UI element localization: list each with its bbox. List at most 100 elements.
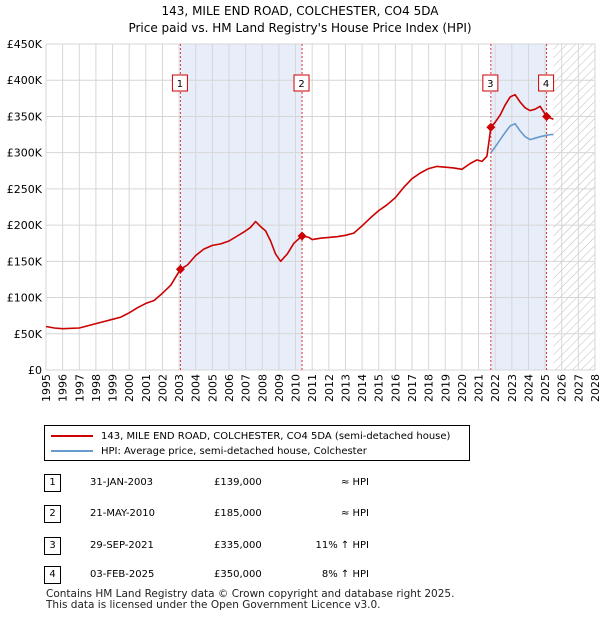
transaction-price: £335,000 [214, 540, 262, 551]
x-tick-label: 2022 [489, 374, 502, 402]
legend-property-label: 143, MILE END ROAD, COLCHESTER, CO4 5DA … [101, 430, 451, 442]
y-tick-label: £50K [14, 328, 43, 341]
x-tick-label: 2015 [373, 374, 386, 402]
legend-hpi-label: HPI: Average price, semi-detached house,… [101, 445, 367, 457]
x-tick-label: 2023 [506, 374, 519, 402]
x-tick-label: 2001 [140, 374, 153, 402]
x-tick-label: 2021 [473, 374, 486, 402]
future-hatch-area [553, 44, 595, 370]
transaction-date: 03-FEB-2025 [90, 569, 155, 580]
footer-copyright: Contains HM Land Registry data © Crown c… [46, 588, 455, 600]
sale-badge [482, 74, 499, 92]
transaction-hpi: ≈ HPI [340, 508, 369, 519]
transaction-hpi: 8% ↑ HPI [321, 569, 369, 580]
sale-marker [542, 111, 552, 121]
x-tick-label: 2007 [240, 374, 253, 402]
transaction-row: 4 03-FEB-2025 £350,000 8% ↑ HPI [44, 566, 464, 584]
x-tick-label: 1995 [40, 374, 53, 402]
chart-title: 143, MILE END ROAD, COLCHESTER, CO4 5DA … [0, 3, 600, 37]
x-tick-label: 1996 [57, 374, 70, 402]
sale-marker [297, 231, 307, 241]
legend-hpi-swatch [51, 450, 93, 452]
footer: Contains HM Land Registry data © Crown c… [46, 589, 454, 611]
x-tick-label: 2026 [556, 374, 569, 402]
sale-badge-label: 3 [487, 79, 493, 90]
sale-badge [171, 74, 188, 92]
x-tick-label: 2012 [323, 374, 336, 402]
x-tick-label: 2013 [339, 374, 352, 402]
legend-item-hpi: HPI: Average price, semi-detached house,… [51, 444, 367, 458]
sale-badge-label: 4 [543, 79, 549, 90]
transaction-row: 1 31-JAN-2003 £139,000 ≈ HPI [44, 474, 464, 492]
x-tick-label: 2025 [539, 374, 552, 402]
y-tick-label: £400K [7, 74, 43, 87]
x-tick-label: 2014 [356, 374, 369, 402]
x-tick-label: 1999 [107, 374, 120, 402]
transaction-number: 2 [44, 505, 61, 523]
x-tick-label: 2019 [439, 374, 452, 402]
transaction-row: 2 21-MAY-2010 £185,000 ≈ HPI [44, 505, 464, 523]
sale-badge-label: 2 [298, 79, 304, 90]
y-tick-label: £100K [7, 292, 43, 305]
x-tick-label: 2004 [190, 374, 203, 402]
shaded-periods [180, 44, 547, 370]
legend-item-property: 143, MILE END ROAD, COLCHESTER, CO4 5DA … [51, 429, 450, 443]
y-tick-label: £200K [7, 219, 43, 232]
y-axis-ticks: £0 £50K £100K £150K £200K £250K £300K £350K £400… [7, 38, 43, 377]
y-tick-label: £450K [7, 38, 43, 51]
legend: 143, MILE END ROAD, COLCHESTER, CO4 5DA … [44, 425, 470, 461]
x-tick-label: 2017 [406, 374, 419, 402]
x-tick-label: 2018 [423, 374, 436, 402]
legend-property-swatch [51, 435, 93, 437]
x-tick-label: 2024 [522, 374, 535, 402]
sale-marker [175, 264, 185, 274]
transaction-price: £350,000 [214, 569, 262, 580]
transaction-date: 29-SEP-2021 [90, 540, 154, 551]
x-tick-label: 2011 [306, 374, 319, 402]
x-tick-label: 1998 [90, 374, 103, 402]
y-tick-label: £300K [7, 147, 43, 160]
x-tick-label: 2003 [173, 374, 186, 402]
transaction-date: 21-MAY-2010 [90, 508, 156, 519]
title-line-2: Price paid vs. HM Land Registry's House … [128, 21, 472, 35]
x-axis-ticks: 1995 1996 1997 1998 1999 2000 2001 2002 2003 2004… [40, 374, 600, 402]
sale-badge [538, 74, 555, 92]
x-tick-label: 2005 [206, 374, 219, 402]
x-tick-label: 2008 [256, 374, 269, 402]
x-tick-label: 2020 [456, 374, 469, 402]
x-tick-label: 2002 [156, 374, 169, 402]
title-line-1: 143, MILE END ROAD, COLCHESTER, CO4 5DA [161, 4, 439, 18]
transaction-price: £185,000 [214, 508, 262, 519]
transaction-number: 3 [44, 537, 61, 555]
shaded-period [490, 44, 547, 370]
future-hatch [553, 44, 595, 370]
sale-badges: 1 2 3 4 [171, 74, 555, 92]
gridlines [45, 43, 596, 371]
shaded-period [180, 44, 303, 370]
x-tick-label: 2009 [273, 374, 286, 402]
transaction-price: £139,000 [214, 477, 262, 488]
series-line [490, 122, 554, 154]
series-line [45, 93, 554, 330]
price-chart: 1 2 3 4 £0 £50K £100K £150K £200K £250K £300K £350… [7, 38, 600, 402]
x-tick-label: 2006 [223, 374, 236, 402]
y-tick-label: £350K [7, 110, 43, 123]
sale-badge-label: 1 [177, 79, 183, 90]
x-tick-label: 2016 [389, 374, 402, 402]
x-tick-label: 2028 [589, 374, 600, 402]
x-tick-label: 2027 [572, 374, 585, 402]
x-tick-label: 1997 [73, 374, 86, 402]
y-tick-label: £250K [7, 183, 43, 196]
x-tick-label: 2000 [123, 374, 136, 402]
transaction-row: 3 29-SEP-2021 £335,000 11% ↑ HPI [44, 537, 464, 555]
transaction-hpi: 11% ↑ HPI [315, 540, 369, 551]
transaction-date: 31-JAN-2003 [90, 477, 154, 488]
series-lines [45, 93, 554, 330]
transaction-number: 4 [44, 566, 61, 584]
transaction-number: 1 [44, 474, 61, 492]
footer-licence: This data is licensed under the Open Gov… [46, 599, 381, 611]
y-tick-label: £150K [7, 255, 43, 268]
transaction-hpi: ≈ HPI [340, 477, 369, 488]
sale-badge [293, 74, 310, 92]
x-tick-label: 2010 [290, 374, 303, 402]
